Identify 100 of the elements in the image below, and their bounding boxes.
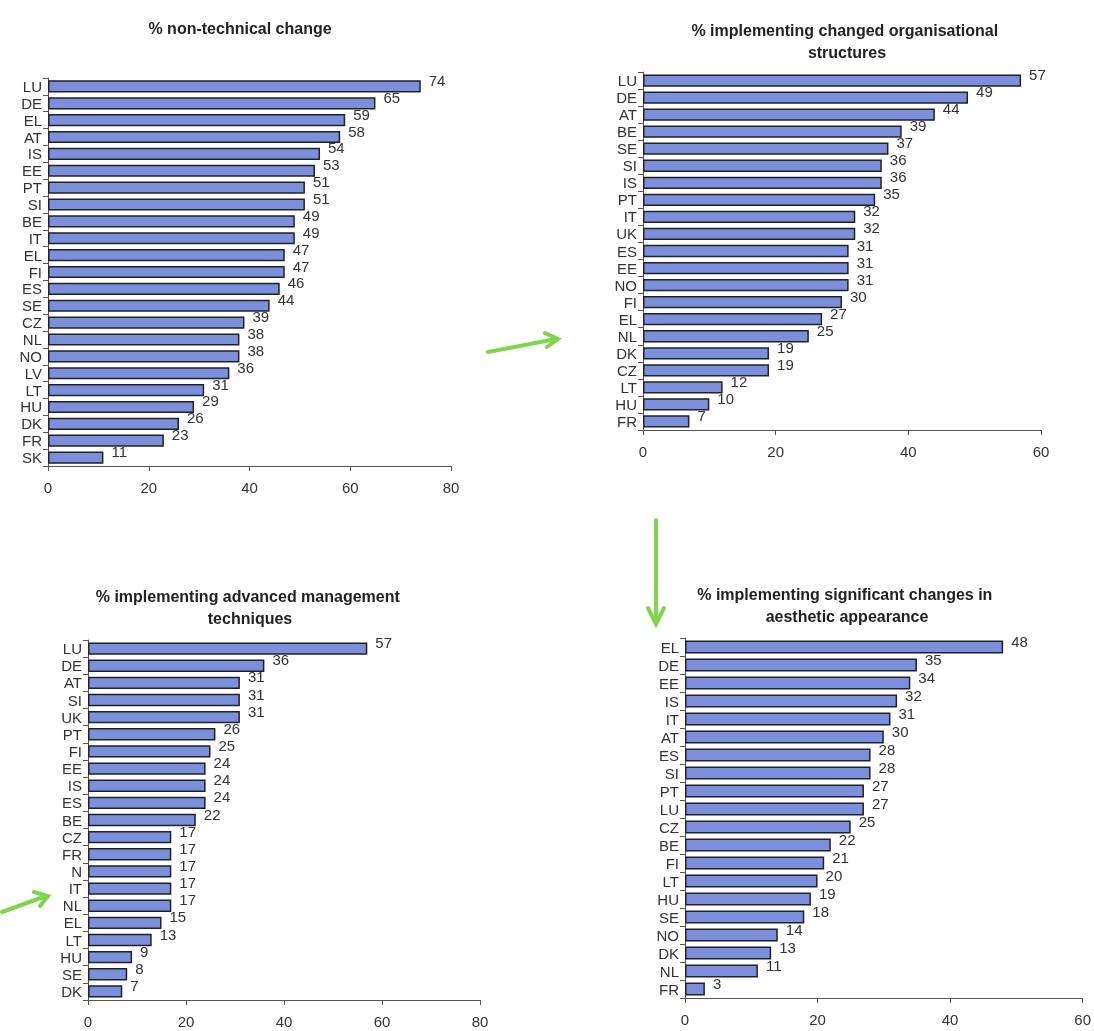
- x-tick-label: 20: [809, 1011, 826, 1028]
- bar: [88, 813, 196, 827]
- data-label: 36: [889, 151, 907, 169]
- bar: [643, 398, 710, 411]
- data-label: 35: [924, 650, 942, 668]
- y-tick-label: EE: [21, 162, 42, 180]
- chart-title: % non-technical change: [148, 19, 332, 37]
- y-tick-label: FI: [623, 293, 637, 311]
- y-tick-label: LU: [22, 77, 42, 95]
- data-label: 51: [312, 190, 330, 208]
- y-tick-label: EL: [63, 914, 82, 932]
- data-label: 57: [375, 634, 392, 652]
- y-tick-label: IS: [664, 692, 679, 710]
- bar: [88, 796, 206, 810]
- bar: [48, 215, 295, 228]
- y-tick-label: LT: [25, 381, 42, 399]
- data-label: 54: [328, 139, 345, 157]
- bar: [685, 640, 1004, 654]
- data-label: 15: [169, 908, 187, 926]
- data-label: 19: [777, 338, 794, 356]
- data-label: 30: [850, 287, 867, 305]
- bar: [643, 364, 770, 377]
- data-label: 37: [896, 134, 914, 152]
- y-tick-label: EL: [23, 246, 42, 264]
- data-label: 58: [348, 122, 365, 140]
- data-label: 26: [186, 409, 204, 427]
- x-tick-label: 40: [941, 1011, 959, 1028]
- y-tick-label: PT: [22, 179, 42, 197]
- y-tick-label: LT: [65, 931, 82, 949]
- bar: [643, 296, 842, 309]
- bar: [88, 710, 240, 724]
- y-tick-label: IT: [623, 208, 637, 226]
- data-label: 8: [135, 959, 144, 977]
- bar: [685, 784, 864, 798]
- y-tick-label: IT: [28, 229, 42, 247]
- bar: [88, 676, 240, 690]
- data-label: 13: [159, 925, 177, 943]
- y-tick-label: DK: [21, 415, 42, 433]
- y-tick-label: CZ: [62, 828, 82, 846]
- data-label: 27: [871, 794, 889, 812]
- bar: [48, 400, 195, 414]
- data-label: 31: [247, 702, 265, 720]
- data-label: 38: [247, 324, 265, 342]
- y-tick-label: BE: [61, 811, 82, 829]
- data-label: 7: [697, 406, 706, 424]
- y-tick-label: IS: [27, 145, 42, 163]
- x-tick-label: 80: [471, 1013, 489, 1030]
- bar: [643, 108, 935, 121]
- x-tick-label: 0: [638, 443, 648, 460]
- bar: [48, 434, 164, 447]
- y-tick-label: N: [71, 862, 82, 880]
- data-label: 7: [130, 976, 139, 994]
- y-tick-label: SI: [67, 691, 82, 709]
- y-tick-label: CZ: [22, 314, 42, 332]
- data-label: 47: [292, 257, 310, 275]
- y-tick-label: IT: [68, 880, 82, 898]
- bar: [88, 642, 368, 655]
- y-tick-label: NL: [659, 962, 679, 980]
- data-label: 32: [863, 202, 880, 220]
- x-tick-label: 60: [341, 479, 359, 496]
- y-tick-label: AT: [63, 674, 82, 692]
- bar: [48, 367, 230, 380]
- data-label: 25: [858, 812, 876, 830]
- y-tick-label: LU: [659, 800, 679, 818]
- data-label: 74: [428, 71, 446, 89]
- bar: [48, 417, 179, 430]
- data-label: 44: [277, 291, 295, 309]
- bar: [685, 928, 778, 942]
- y-tick-label: ES: [658, 746, 679, 764]
- x-tick-label: 40: [899, 443, 917, 460]
- bar: [88, 985, 123, 998]
- bar: [685, 748, 871, 762]
- bar: [48, 333, 240, 346]
- bar: [88, 968, 128, 981]
- data-label: 31: [247, 668, 265, 686]
- data-label: 53: [322, 156, 340, 174]
- bar: [643, 91, 969, 104]
- x-tick-label: 0: [43, 479, 53, 496]
- y-tick-label: NL: [617, 327, 637, 345]
- y-tick-label: CZ: [617, 361, 637, 379]
- bar: [685, 874, 818, 888]
- data-label: 10: [717, 389, 735, 407]
- x-tick-label: 20: [767, 443, 785, 460]
- y-tick-label: FR: [22, 432, 43, 450]
- data-label: 46: [287, 274, 305, 292]
- y-tick-label: EE: [61, 760, 82, 778]
- bar: [643, 210, 856, 224]
- data-label: 28: [878, 740, 896, 758]
- data-label: 31: [856, 270, 874, 288]
- y-tick-label: ES: [61, 794, 82, 812]
- y-tick-label: PT: [62, 725, 82, 743]
- y-tick-label: EL: [23, 111, 42, 129]
- data-label: 59: [353, 105, 370, 123]
- data-label: 48: [1011, 632, 1028, 650]
- bar: [643, 347, 770, 360]
- bar: [48, 97, 376, 110]
- data-label: 30: [891, 722, 909, 740]
- data-label: 47: [292, 240, 310, 258]
- y-tick-label: SE: [658, 908, 679, 926]
- data-label: 36: [272, 651, 290, 669]
